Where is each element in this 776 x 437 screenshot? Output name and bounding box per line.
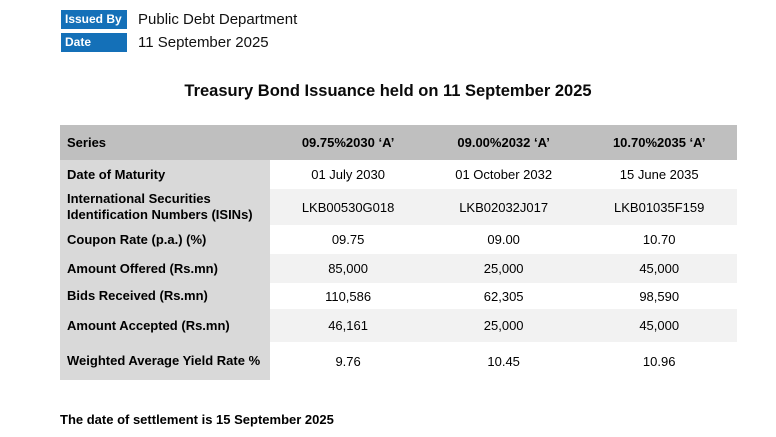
table-cell: 01 July 2030 (270, 160, 426, 189)
table-row: Amount Accepted (Rs.mn) 46,161 25,000 45… (60, 309, 737, 342)
row-label: Amount Offered (Rs.mn) (60, 254, 271, 283)
issued-by-value: Public Debt Department (138, 11, 298, 28)
page-title: Treasury Bond Issuance held on 11 Septem… (184, 82, 592, 100)
date-row: Date 11 September 2025 (61, 33, 269, 52)
table-cell: 25,000 (425, 254, 582, 283)
table-row: Date of Maturity 01 July 2030 01 October… (60, 160, 737, 189)
row-label: Amount Accepted (Rs.mn) (60, 309, 271, 342)
series-column-header: 09.75%2030 ‘A’ (270, 125, 426, 160)
settlement-note: The date of settlement is 15 September 2… (60, 412, 334, 427)
table-cell: 25,000 (425, 309, 582, 342)
row-label-line: Identification Numbers (ISINs) (67, 207, 253, 222)
bond-issuance-table: Series 09.75%2030 ‘A’ 09.00%2032 ‘A’ 10.… (60, 125, 737, 380)
table-cell: 98,590 (581, 283, 737, 309)
table-header-row: Series 09.75%2030 ‘A’ 09.00%2032 ‘A’ 10.… (60, 125, 737, 160)
table-cell: 10.70 (581, 225, 737, 254)
table-cell: 09.00 (425, 225, 582, 254)
series-column-header: 09.00%2032 ‘A’ (425, 125, 582, 160)
table-cell: 46,161 (270, 309, 426, 342)
issued-by-row: Issued By Public Debt Department (61, 10, 297, 29)
table-row: Coupon Rate (p.a.) (%) 09.75 09.00 10.70 (60, 225, 737, 254)
table-cell: 09.75 (270, 225, 426, 254)
table-row: Bids Received (Rs.mn) 110,586 62,305 98,… (60, 283, 737, 309)
issued-by-label: Issued By (61, 10, 127, 29)
table-cell: 9.76 (270, 342, 426, 380)
row-label-line: International Securities (67, 191, 211, 206)
date-value: 11 September 2025 (138, 34, 269, 51)
series-header: Series (60, 125, 271, 160)
table-cell: 45,000 (581, 309, 737, 342)
table-row: International Securities Identification … (60, 189, 737, 225)
table-cell: 01 October 2032 (425, 160, 582, 189)
table-row: Amount Offered (Rs.mn) 85,000 25,000 45,… (60, 254, 737, 283)
row-label: Date of Maturity (60, 160, 271, 189)
table-cell: 10.45 (425, 342, 582, 380)
date-label: Date (61, 33, 127, 52)
table-cell: 110,586 (270, 283, 426, 309)
series-column-header: 10.70%2035 ‘A’ (581, 125, 737, 160)
row-label: Weighted Average Yield Rate % (60, 342, 271, 380)
table-cell: 85,000 (270, 254, 426, 283)
table-cell: 45,000 (581, 254, 737, 283)
row-label: International Securities Identification … (60, 189, 271, 225)
table-cell: 62,305 (425, 283, 582, 309)
table-row: Weighted Average Yield Rate % 9.76 10.45… (60, 342, 737, 380)
row-label: Coupon Rate (p.a.) (%) (60, 225, 271, 254)
table-cell: 15 June 2035 (581, 160, 737, 189)
table-cell: LKB02032J017 (425, 189, 582, 225)
row-label: Bids Received (Rs.mn) (60, 283, 271, 309)
table-cell: 10.96 (581, 342, 737, 380)
table-cell: LKB00530G018 (270, 189, 426, 225)
table-cell: LKB01035F159 (581, 189, 737, 225)
